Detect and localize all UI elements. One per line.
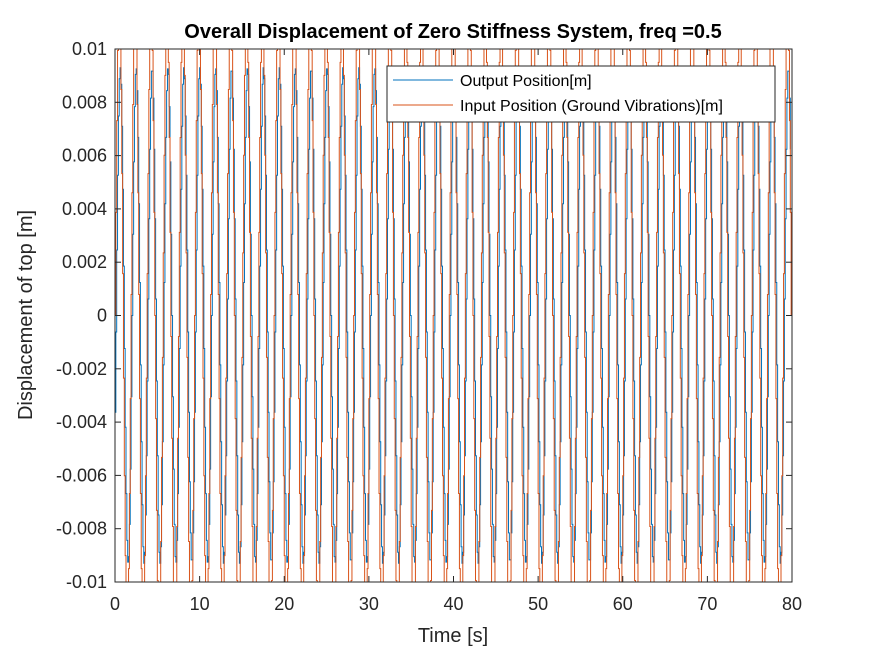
x-tick-label: 60: [613, 594, 633, 614]
y-tick-label: 0: [97, 306, 107, 326]
legend-label-input: Input Position (Ground Vibrations)[m]: [460, 98, 723, 115]
x-tick-label: 40: [443, 594, 463, 614]
y-tick-label: 0.004: [62, 199, 107, 219]
y-tick-label: 0.002: [62, 252, 107, 272]
y-axis-label: Displacement of top [m]: [15, 210, 37, 420]
chart-title: Overall Displacement of Zero Stiffness S…: [184, 21, 721, 43]
x-tick-label: 0: [110, 594, 120, 614]
y-tick-label: -0.004: [56, 412, 107, 432]
legend: Output Position[m] Input Position (Groun…: [386, 65, 776, 123]
x-tick-label: 70: [697, 594, 717, 614]
y-tick-label: 0.008: [62, 92, 107, 112]
x-tick-label: 20: [274, 594, 294, 614]
y-tick-label: -0.01: [66, 572, 107, 592]
y-tick-label: 0.006: [62, 146, 107, 166]
legend-box: [386, 65, 776, 123]
y-tick-label: 0.01: [72, 39, 107, 59]
y-tick-label: -0.008: [56, 519, 107, 539]
y-tick-label: -0.006: [56, 465, 107, 485]
x-tick-label: 80: [782, 594, 802, 614]
x-axis-label: Time [s]: [418, 625, 488, 647]
plot-area: [115, 49, 792, 582]
ticks-layer: 0 10 20 30 40 50 60 70 80 -0.01 -0.008 -0.006 -0.004…: [56, 39, 802, 614]
x-tick-label: 10: [190, 594, 210, 614]
legend-label-output: Output Position[m]: [460, 73, 592, 90]
x-tick-label: 50: [528, 594, 548, 614]
y-tick-label: -0.002: [56, 359, 107, 379]
x-tick-label: 30: [359, 594, 379, 614]
